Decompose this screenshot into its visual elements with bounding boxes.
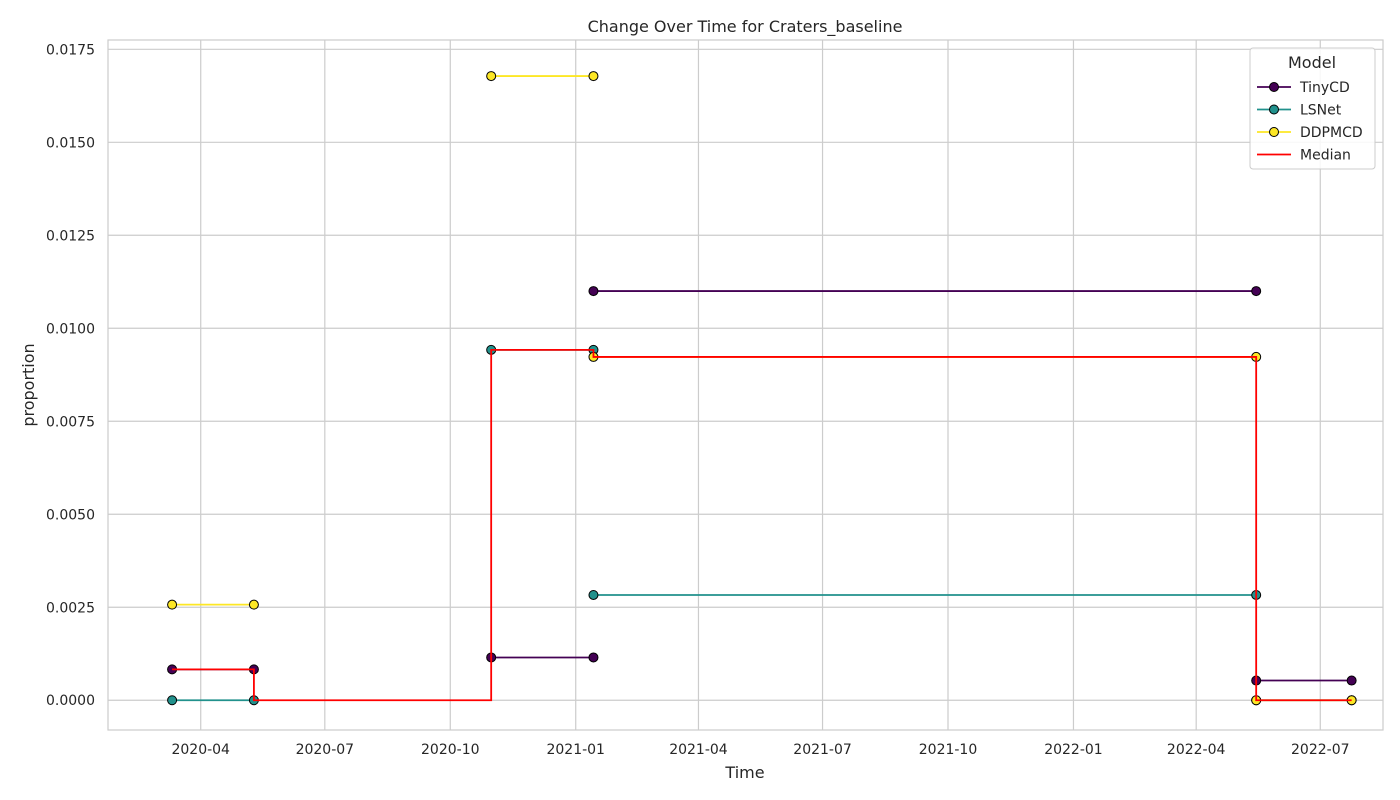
data-point-ddpmcd bbox=[248, 599, 259, 610]
y-tick-label: 0.0050 bbox=[46, 507, 95, 523]
y-tick-label: 0.0000 bbox=[46, 693, 95, 709]
legend-swatch-marker bbox=[1269, 82, 1279, 92]
data-point-lsnet bbox=[588, 589, 599, 600]
y-axis-ticks: 0.0000 0.0025 0.0050 0.0075 0.0100 0.0125 0.01… bbox=[46, 42, 95, 709]
x-tick-label: 2020-04 bbox=[171, 742, 230, 758]
y-tick-label: 0.0025 bbox=[46, 600, 95, 616]
x-tick-label: 2022-04 bbox=[1167, 742, 1226, 758]
x-tick-label: 2020-07 bbox=[296, 742, 355, 758]
y-tick-label: 0.0075 bbox=[46, 414, 95, 430]
data-point-ddpmcd bbox=[588, 71, 599, 82]
y-tick-label: 0.0150 bbox=[46, 135, 95, 151]
legend: Model TinyCD LSNet DDPMCD Median bbox=[1249, 47, 1376, 170]
data-point-ddpmcd bbox=[167, 599, 178, 610]
legend-label: DDPMCD bbox=[1300, 125, 1363, 141]
legend-swatch-marker bbox=[1269, 127, 1279, 137]
plot-frame bbox=[107, 39, 1384, 731]
y-tick-label: 0.0175 bbox=[46, 42, 95, 58]
x-axis-ticks: 2020-04 2020-07 2020-10 2021-01 2021-04 2021-… bbox=[171, 742, 1349, 758]
x-tick-label: 2020-10 bbox=[421, 742, 480, 758]
series-layer bbox=[167, 71, 1357, 706]
legend-item-ddpmcd: DDPMCD bbox=[1257, 125, 1363, 141]
legend-swatch-marker bbox=[1269, 104, 1279, 115]
x-axis-label: Time bbox=[724, 763, 764, 782]
legend-label: LSNet bbox=[1300, 103, 1342, 119]
legend-box bbox=[1249, 47, 1376, 170]
legend-label: TinyCD bbox=[1299, 80, 1350, 96]
x-tick-label: 2022-07 bbox=[1291, 742, 1350, 758]
data-point-tinycd bbox=[1251, 286, 1262, 297]
legend-items: TinyCD LSNet DDPMCD Median bbox=[1257, 80, 1363, 164]
legend-item-lsnet: LSNet bbox=[1257, 103, 1342, 119]
x-tick-label: 2021-07 bbox=[793, 742, 852, 758]
data-point-ddpmcd bbox=[486, 71, 497, 82]
y-tick-label: 0.0125 bbox=[46, 228, 95, 244]
y-tick-label: 0.0100 bbox=[46, 321, 95, 337]
legend-label: Median bbox=[1300, 148, 1351, 164]
data-point-lsnet bbox=[167, 695, 178, 706]
y-axis-label: proportion bbox=[19, 343, 38, 426]
x-tick-label: 2021-10 bbox=[919, 742, 978, 758]
x-tick-label: 2021-01 bbox=[546, 742, 605, 758]
legend-item-median: Median bbox=[1257, 148, 1351, 164]
series-median bbox=[172, 348, 1352, 702]
data-point-tinycd bbox=[588, 652, 599, 663]
series-line-median bbox=[172, 348, 1352, 702]
data-point-tinycd bbox=[588, 286, 599, 297]
legend-title: Model bbox=[1288, 53, 1336, 72]
x-tick-label: 2021-04 bbox=[669, 742, 728, 758]
data-point-tinycd bbox=[1346, 675, 1357, 686]
chart-title: Change Over Time for Craters_baseline bbox=[588, 17, 903, 37]
legend-item-tinycd: TinyCD bbox=[1257, 80, 1350, 96]
x-tick-label: 2022-01 bbox=[1044, 742, 1103, 758]
